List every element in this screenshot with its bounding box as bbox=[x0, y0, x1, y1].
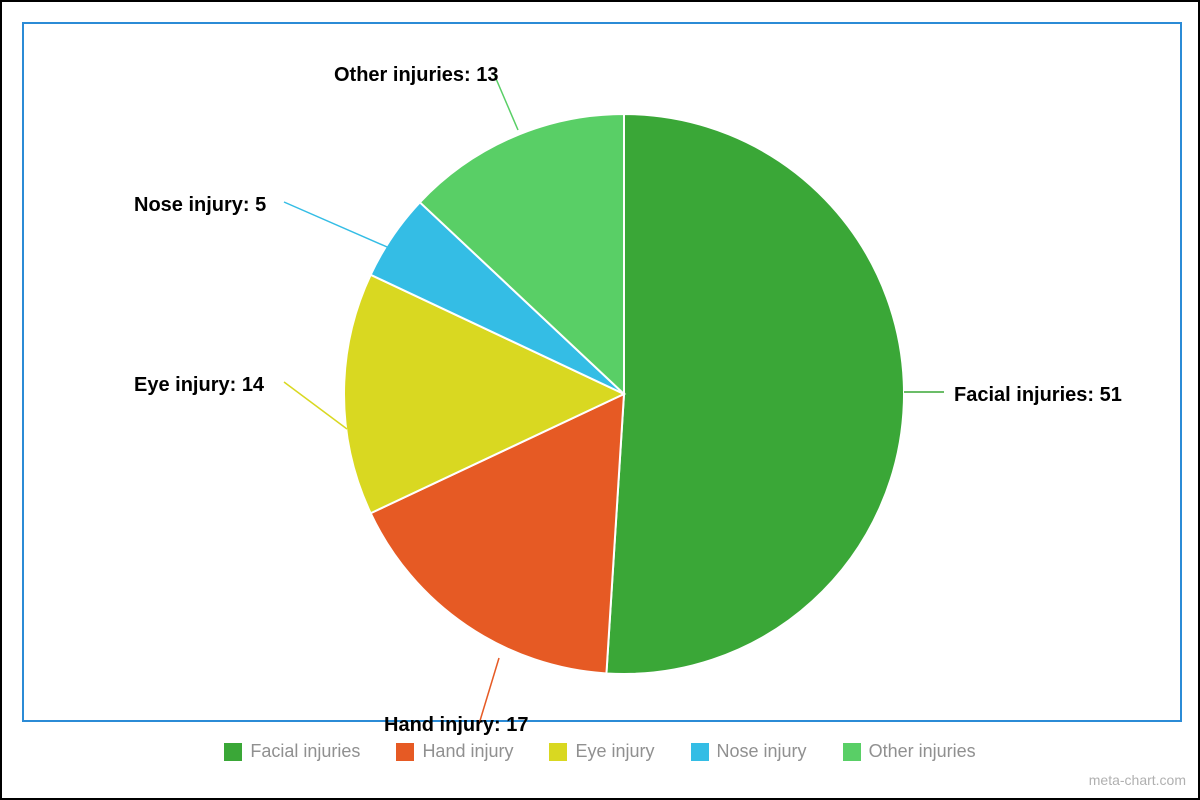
slice-label: Other injuries: 13 bbox=[334, 64, 499, 87]
legend-item: Hand injury bbox=[396, 741, 513, 762]
legend-swatch bbox=[396, 743, 414, 761]
legend-label: Other injuries bbox=[869, 741, 976, 762]
legend-item: Eye injury bbox=[549, 741, 654, 762]
slice-label: Facial injuries: 51 bbox=[954, 384, 1122, 407]
slice-label: Hand injury: 17 bbox=[384, 714, 528, 737]
legend-label: Facial injuries bbox=[250, 741, 360, 762]
outer-frame: Facial injuries: 51 Hand injury: 17 Eye in… bbox=[0, 0, 1200, 800]
pie-slice bbox=[606, 114, 904, 674]
legend-swatch bbox=[549, 743, 567, 761]
legend-item: Other injuries bbox=[843, 741, 976, 762]
chart-box: Facial injuries: 51Hand injury: 17Eye in… bbox=[22, 22, 1182, 722]
leader-line bbox=[284, 382, 347, 429]
watermark: meta-chart.com bbox=[1089, 772, 1186, 788]
slice-label: Eye injury: 14 bbox=[134, 374, 264, 397]
legend: Facial injuries Hand injury Eye injury Nose… bbox=[2, 741, 1198, 762]
legend-label: Nose injury bbox=[717, 741, 807, 762]
legend-label: Eye injury bbox=[575, 741, 654, 762]
slice-label: Nose injury: 5 bbox=[134, 194, 266, 217]
legend-item: Nose injury bbox=[691, 741, 807, 762]
leader-line bbox=[284, 202, 394, 250]
legend-swatch bbox=[691, 743, 709, 761]
legend-label: Hand injury bbox=[422, 741, 513, 762]
legend-swatch bbox=[843, 743, 861, 761]
legend-swatch bbox=[224, 743, 242, 761]
legend-item: Facial injuries bbox=[224, 741, 360, 762]
